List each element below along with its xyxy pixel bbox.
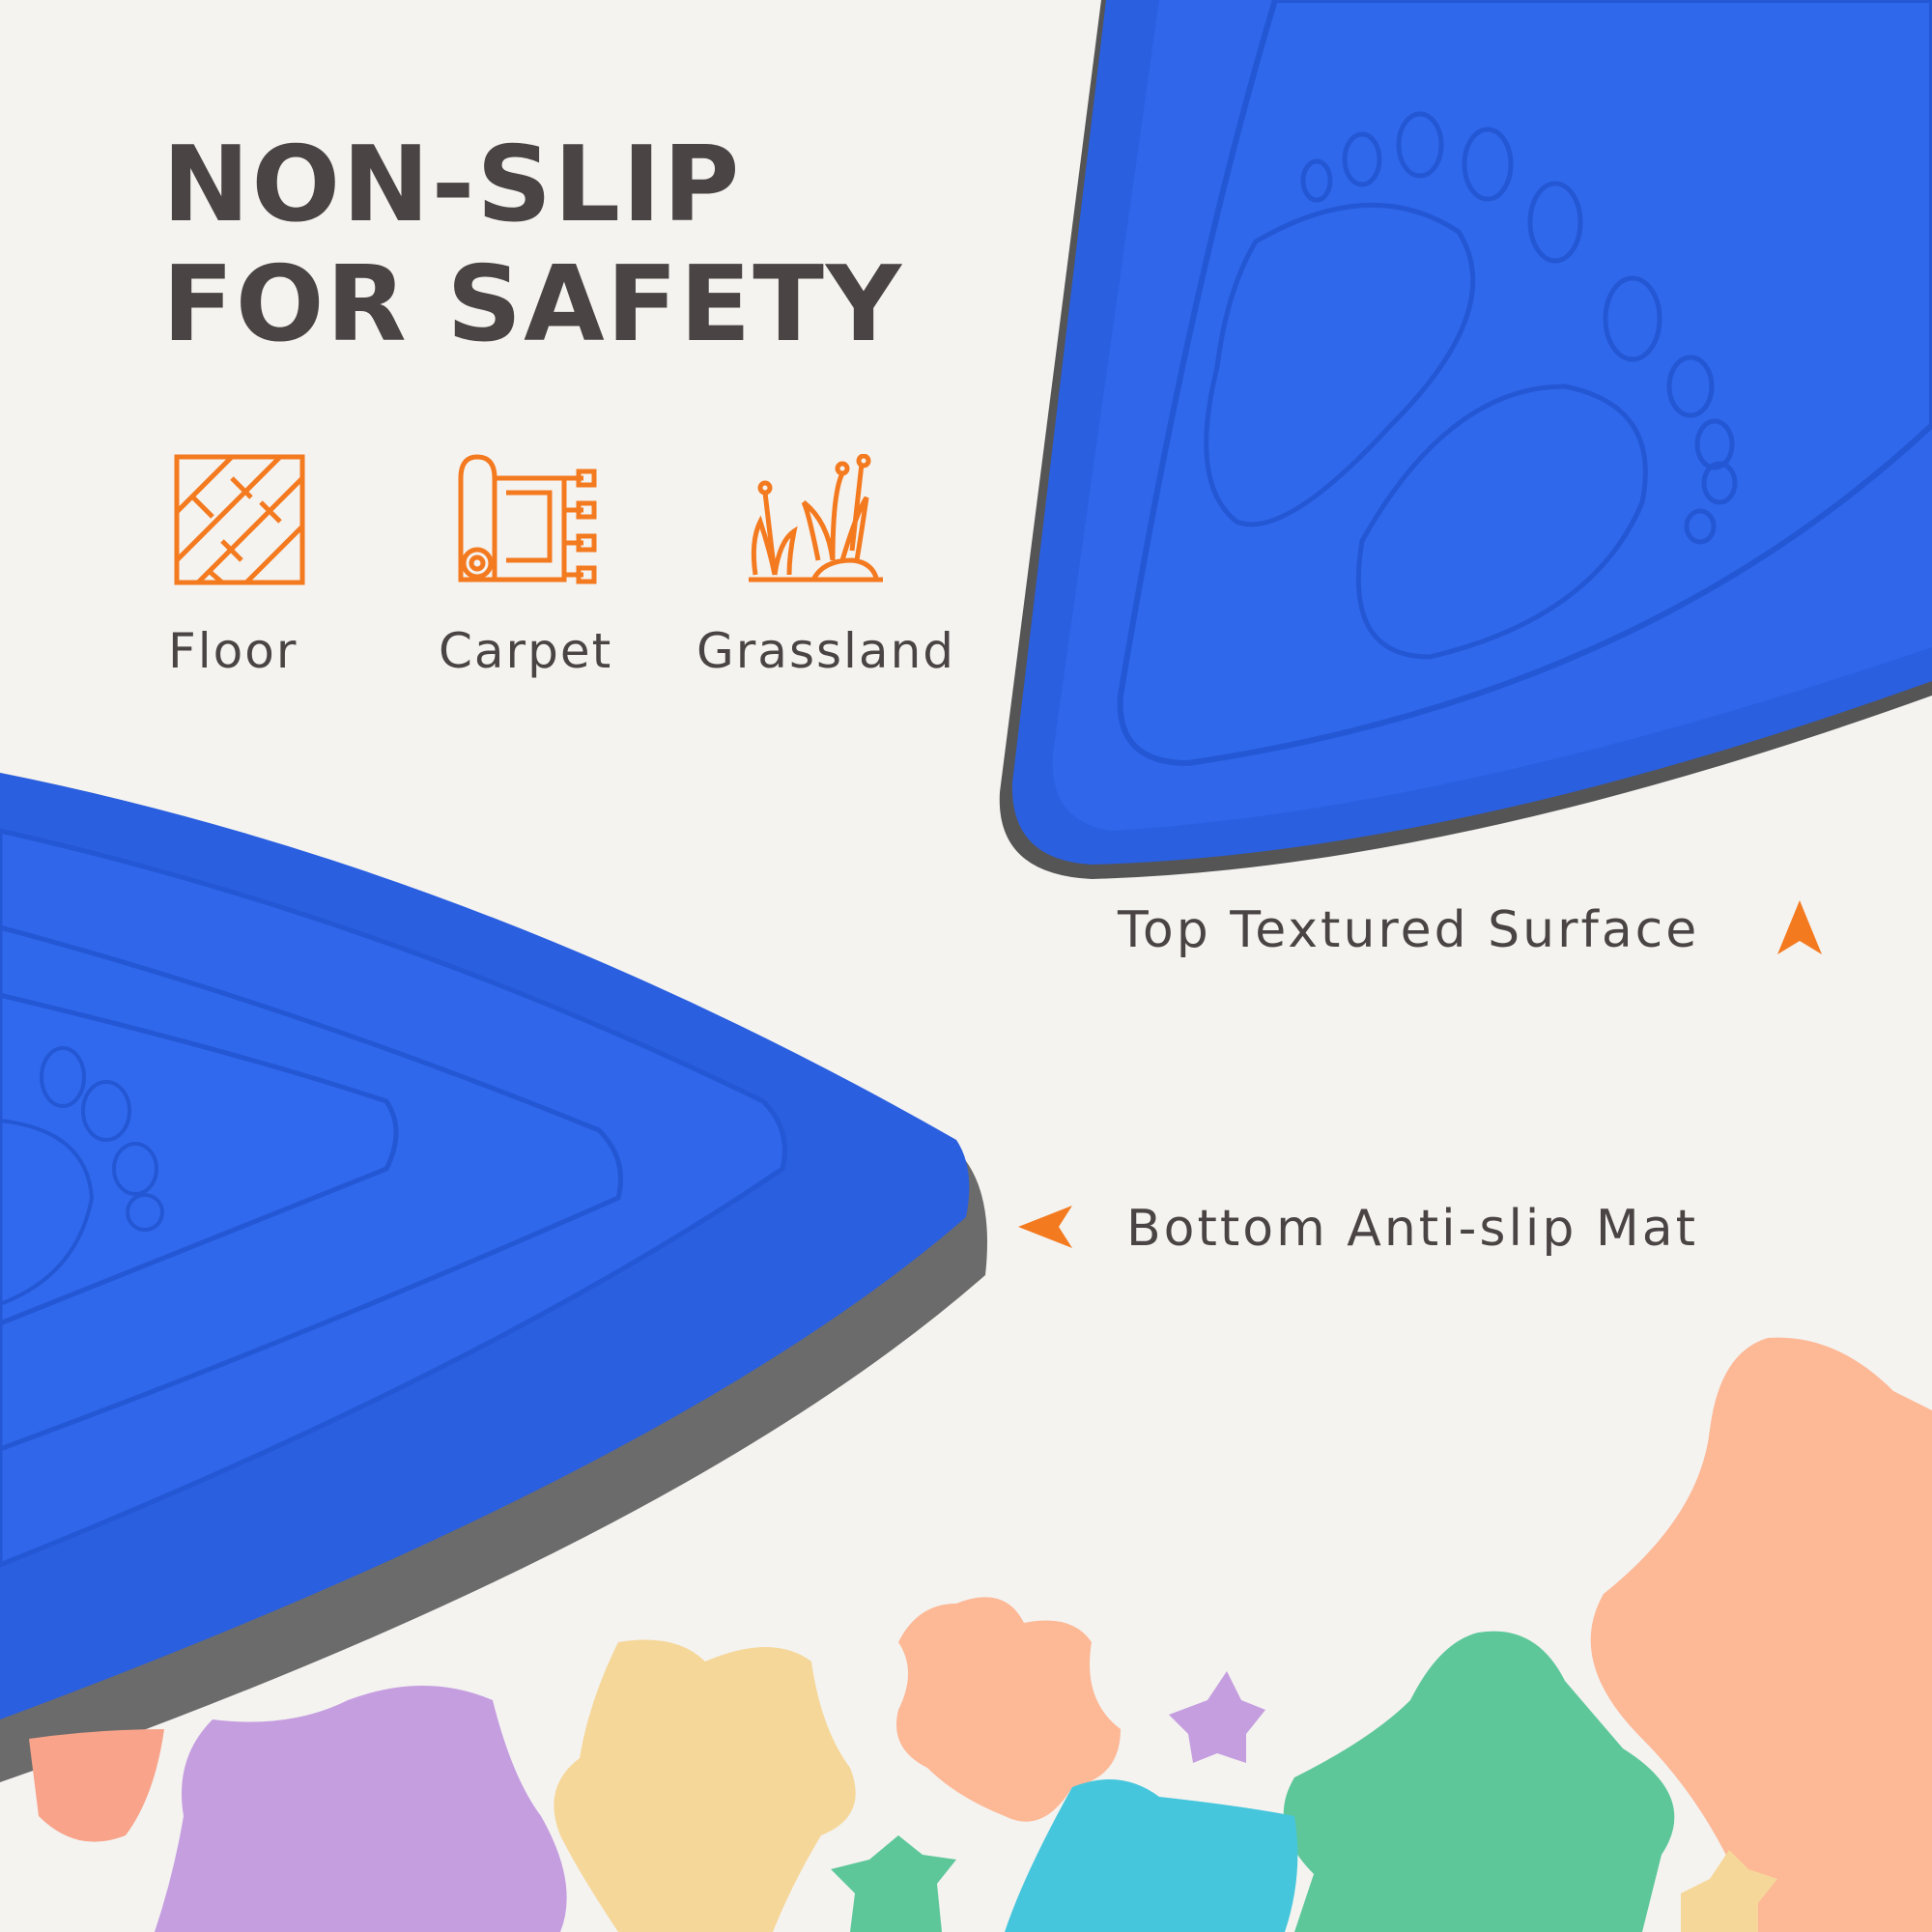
surface-floor — [174, 454, 367, 589]
callout-top-surface: Top Textured Surface — [1118, 901, 1700, 959]
floor-tiles-icon — [174, 454, 305, 585]
surface-grassland — [746, 454, 939, 589]
arrow-up-icon — [1777, 900, 1822, 954]
stepping-stone-top — [999, 0, 1932, 879]
headline-line-2: FOR SAFETY — [162, 244, 904, 365]
headline: NON-SLIP FOR SAFETY — [162, 126, 903, 365]
surface-label-floor: Floor — [168, 623, 298, 679]
surface-carpet — [458, 454, 651, 589]
decorative-stars — [29, 1337, 1932, 1932]
surface-label-grassland: Grassland — [696, 623, 955, 679]
surface-label-carpet: Carpet — [439, 623, 613, 679]
grass-icon — [749, 454, 883, 582]
rolled-carpet-icon — [458, 454, 597, 584]
footprint-icon — [1204, 111, 1738, 660]
stepping-stone-bottom — [0, 773, 987, 1782]
arrow-left-icon — [1018, 1206, 1072, 1248]
headline-line-1: NON-SLIP — [162, 125, 742, 245]
callout-bottom-mat: Bottom Anti-slip Mat — [1126, 1200, 1699, 1258]
